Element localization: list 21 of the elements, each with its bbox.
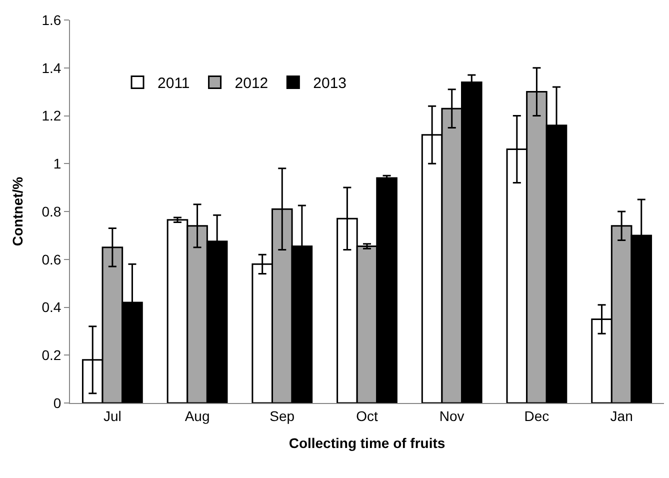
y-tick-label: 1.6 [42, 12, 62, 28]
y-tick-label: 1 [53, 156, 62, 172]
x-tick-label: Sep [270, 408, 295, 424]
legend-label: 2011 [158, 75, 190, 92]
legend-label: 2013 [313, 75, 347, 92]
x-tick-label: Dec [524, 408, 550, 424]
legend-label: 2012 [234, 75, 268, 92]
y-tick-label: 0.4 [42, 299, 62, 316]
x-tick-label: Jul [103, 408, 122, 424]
x-tick-label: Oct [356, 408, 378, 424]
y-tick-label: 0.2 [42, 347, 62, 364]
x-axis-title: Collecting time of fruits [288, 435, 446, 452]
y-tick-label: 0.6 [42, 251, 62, 268]
x-tick-label: Jan [610, 408, 633, 424]
y-axis-title: Contnet/% [9, 176, 26, 246]
x-tick-label: Aug [184, 408, 210, 424]
y-tick-label: 1.4 [42, 60, 62, 76]
x-tick-label: Nov [439, 408, 464, 424]
y-tick-label: 1.2 [42, 108, 62, 124]
y-tick-label: 0 [53, 394, 62, 411]
y-tick-label: 0.8 [42, 203, 62, 220]
